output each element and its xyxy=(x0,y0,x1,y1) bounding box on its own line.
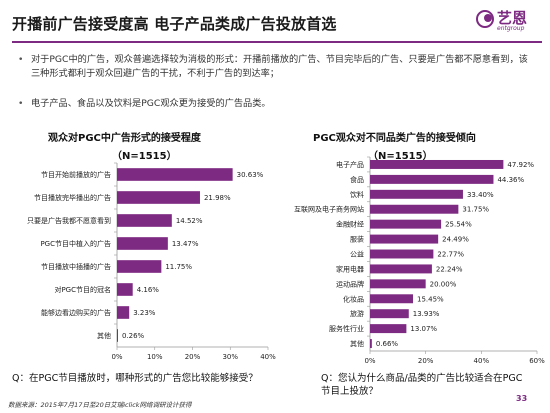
category-label: 对PGC节目的冠名 xyxy=(54,285,111,294)
x-tick-label: 20% xyxy=(185,353,201,361)
bar xyxy=(370,234,439,244)
bar xyxy=(370,204,459,214)
bullet-text: 电子产品、食品以及饮料是PGC观众更为接受的广告品类。 xyxy=(31,98,271,109)
category-label: 节目开始前播放的广告 xyxy=(41,170,111,179)
bullet-dot-icon: • xyxy=(18,98,24,109)
bar xyxy=(117,191,200,204)
left-question: Q：在PGC节目播放时，哪种形式的广告您比较能够接受？ xyxy=(12,373,258,384)
bar xyxy=(370,309,409,319)
value-label: 22.77% xyxy=(437,251,464,259)
bar xyxy=(117,168,233,181)
category-label: 其他 xyxy=(350,339,364,348)
category-label: 金融财经 xyxy=(336,220,364,229)
x-tick-label: 0% xyxy=(364,357,375,365)
bar xyxy=(370,279,426,289)
category-label: 化妆品 xyxy=(343,294,364,303)
x-tick-label: 20% xyxy=(418,357,434,365)
page-title: 开播前广告接受度高 电子产品类成广告投放首选 xyxy=(12,15,337,33)
page-number: 33 xyxy=(516,394,528,403)
bar xyxy=(370,189,463,199)
category-label: 能够边看边购买的广告 xyxy=(41,308,111,317)
value-label: 0.26% xyxy=(122,332,145,340)
value-label: 44.36% xyxy=(497,176,524,184)
bullet-text: 对于PGC中的广告，观众普遍选择较为消极的形式：开播前播放的广告、节目完毕后的广… xyxy=(31,54,528,79)
value-label: 22.24% xyxy=(436,265,463,273)
bar xyxy=(370,249,434,259)
value-label: 13.93% xyxy=(413,310,440,318)
category-label: 互联网及电子商务网站 xyxy=(294,205,364,214)
category-label: 电子产品 xyxy=(336,160,364,169)
category-label: 服务性行业 xyxy=(329,324,364,333)
bar xyxy=(370,339,372,349)
x-tick-label: 0% xyxy=(111,353,122,361)
data-source-note: 数据来源：2015年7月17日至20日艾瑞iclick网络调研设计获得 xyxy=(8,401,192,409)
value-label: 11.75% xyxy=(165,263,192,271)
x-tick-label: 40% xyxy=(474,357,490,365)
category-label: 食品 xyxy=(350,175,364,184)
category-label: 运动品牌 xyxy=(336,279,364,288)
value-label: 13.47% xyxy=(172,240,199,248)
value-label: 47.92% xyxy=(507,161,534,169)
value-label: 31.75% xyxy=(462,206,489,214)
category-label: 家用电器 xyxy=(336,264,364,273)
logo-subtext: entgroup xyxy=(497,25,525,32)
category-label: 只要是广告我都不愿意看到 xyxy=(27,216,111,225)
x-tick-label: 60% xyxy=(529,357,545,365)
logo-text: 艺恩 xyxy=(497,9,528,27)
bar xyxy=(117,329,118,342)
left-chart-subtitle: （N=1515） xyxy=(112,151,177,162)
left-chart-title: 观众对PGC中广告形式的接受程度 xyxy=(48,133,201,144)
entgroup-logo: 艺恩 entgroup xyxy=(476,6,542,34)
value-label: 13.07% xyxy=(410,325,437,333)
value-label: 3.23% xyxy=(133,309,156,317)
category-label: PGC节目中植入的广告 xyxy=(40,239,111,248)
bar xyxy=(117,260,162,273)
category-label: 公益 xyxy=(350,250,364,259)
category-label: 饮料 xyxy=(350,190,364,199)
bar xyxy=(370,174,494,184)
bar xyxy=(370,219,442,229)
bar xyxy=(370,159,504,169)
category-label: 节目播放完毕播出的广告 xyxy=(34,193,111,202)
bar xyxy=(370,294,414,304)
value-label: 0.66% xyxy=(376,340,399,348)
category-label: 节目播放中插播的广告 xyxy=(41,262,111,271)
x-tick-label: 30% xyxy=(222,353,238,361)
right-chart-title: PGC观众对不同品类广告的接受倾向 xyxy=(313,133,476,144)
bar xyxy=(117,306,130,319)
bullet-dot-icon: • xyxy=(18,54,24,65)
right-chart-subtitle: （N=1515） xyxy=(368,151,433,162)
category-label: 其他 xyxy=(97,331,111,340)
title-divider xyxy=(12,41,542,43)
value-label: 4.16% xyxy=(137,286,160,294)
value-label: 14.52% xyxy=(176,217,203,225)
value-label: 25.54% xyxy=(445,221,472,229)
right-question: Q：您认为什么商品/品类的广告比较适合在PGC节目上投放？ xyxy=(321,373,523,397)
category-label: 旅游 xyxy=(350,309,364,318)
value-label: 24.49% xyxy=(442,236,469,244)
bar xyxy=(117,214,172,227)
bar xyxy=(370,264,432,274)
value-label: 33.40% xyxy=(467,191,494,199)
value-label: 20.00% xyxy=(430,280,457,288)
bar xyxy=(370,324,407,334)
bar xyxy=(117,237,168,250)
x-tick-label: 40% xyxy=(260,353,276,361)
value-label: 21.98% xyxy=(204,194,231,202)
category-label: 服装 xyxy=(350,235,364,244)
logo-icon xyxy=(476,10,494,28)
x-tick-label: 10% xyxy=(147,353,163,361)
bar xyxy=(117,283,133,296)
value-label: 15.45% xyxy=(417,295,444,303)
value-label: 30.63% xyxy=(237,171,264,179)
